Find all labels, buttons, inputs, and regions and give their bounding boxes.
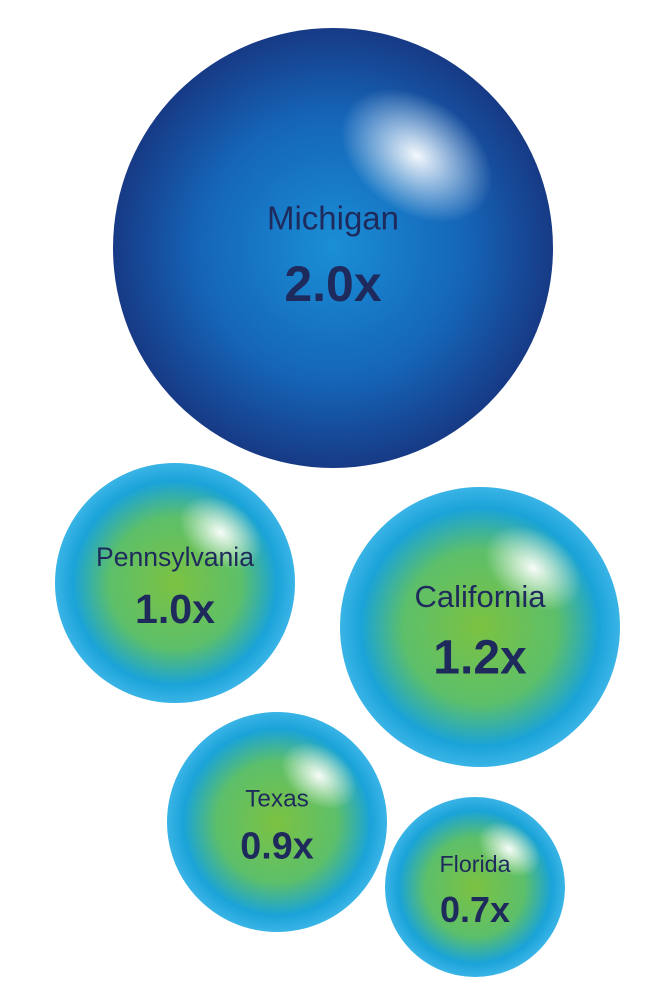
highlight bbox=[484, 525, 582, 611]
bubble-label: Michigan bbox=[267, 200, 399, 237]
value-label: 2.0x bbox=[284, 256, 382, 312]
highlight bbox=[280, 742, 357, 810]
bubble bbox=[55, 463, 295, 703]
highlight bbox=[478, 821, 541, 877]
bubble-label: Texas bbox=[245, 785, 309, 812]
bubble bbox=[340, 487, 620, 767]
bubble bbox=[167, 712, 387, 932]
highlight bbox=[340, 88, 493, 223]
value-label: 0.7x bbox=[440, 889, 510, 930]
bubble-label: Pennsylvania bbox=[96, 542, 254, 572]
bubble-label: Florida bbox=[439, 851, 510, 877]
value-label: 0.9x bbox=[240, 825, 313, 867]
bubble-label: California bbox=[415, 579, 547, 614]
value-label: 1.0x bbox=[135, 586, 215, 632]
bubble bbox=[385, 797, 565, 977]
value-label: 1.2x bbox=[433, 632, 527, 685]
highlight bbox=[179, 496, 263, 570]
bubble bbox=[113, 28, 553, 468]
